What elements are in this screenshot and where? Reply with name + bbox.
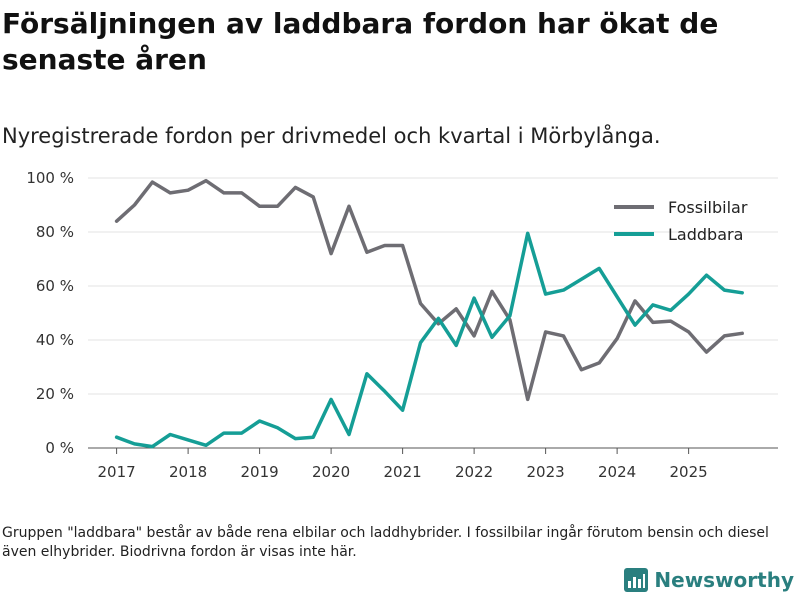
bar-chart-logo-icon: [624, 568, 649, 592]
brand: Newsworthy: [624, 568, 794, 592]
x-tick-label: 2025: [670, 463, 708, 481]
chart-subtitle: Nyregistrerade fordon per drivmedel och …: [2, 124, 661, 148]
x-tick-label: 2021: [384, 463, 422, 481]
line-chart: 0 % 20 % 40 % 60 % 80 % 100 % 2017 2018 2019 2020…: [26, 169, 778, 481]
footnote: Gruppen "laddbara" består av både rena e…: [2, 525, 769, 560]
y-tick-label: 20 %: [36, 385, 74, 403]
x-tick-label: 2018: [169, 463, 207, 481]
x-tick-label: 2023: [527, 463, 565, 481]
y-tick-label: 0 %: [45, 439, 74, 457]
y-tick-label: 80 %: [36, 223, 74, 241]
x-tick-label: 2020: [312, 463, 350, 481]
y-tick-label: 60 %: [36, 277, 74, 295]
y-tick-label: 100 %: [26, 169, 74, 187]
legend-label-fossilbilar: Fossilbilar: [668, 198, 748, 217]
series-line-fossilbilar: [114, 178, 744, 402]
legend-label-laddbara: Laddbara: [668, 225, 743, 244]
x-tick-label: 2017: [98, 463, 136, 481]
y-tick-label: 40 %: [36, 331, 74, 349]
x-tick-label: 2019: [241, 463, 279, 481]
chart-title: Försäljningen av laddbara fordon har öka…: [2, 7, 719, 76]
series-line-laddbara: [114, 231, 744, 449]
x-tick-label: 2022: [455, 463, 493, 481]
brand-name: Newsworthy: [654, 568, 794, 592]
x-tick-label: 2024: [598, 463, 636, 481]
